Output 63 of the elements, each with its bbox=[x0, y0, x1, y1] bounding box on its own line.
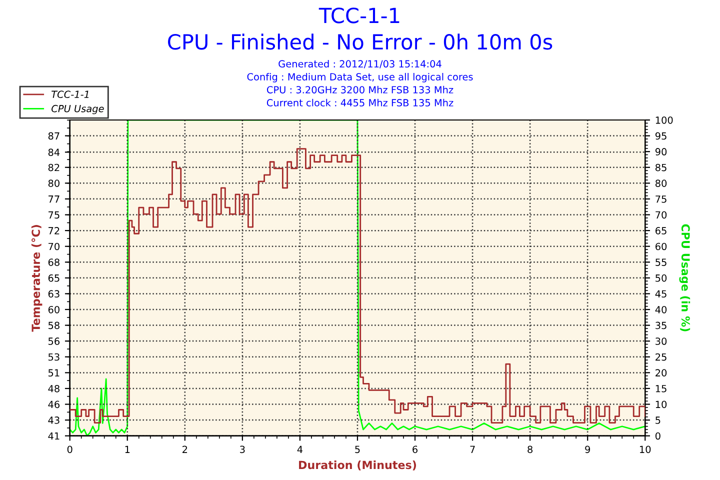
y2-tick-label: 90 bbox=[655, 148, 667, 156]
y-tick-label: 48 bbox=[48, 384, 60, 392]
y2-tick-label: 10 bbox=[656, 400, 667, 408]
y2-tick-label: 30 bbox=[656, 338, 667, 345]
x-tick-label: 4 bbox=[297, 446, 302, 453]
y2-tick-label: 85 bbox=[656, 164, 666, 172]
y-tick-label: 77 bbox=[48, 196, 60, 203]
legend-label: CPU Usage bbox=[52, 104, 104, 114]
text: Current clock : 4455 Mhz FSB 135 Mhz bbox=[266, 98, 454, 106]
y2-tick-label: 55 bbox=[656, 258, 666, 266]
y2-tick-label: 15 bbox=[656, 385, 666, 392]
x-tick-label: 5 bbox=[355, 446, 360, 454]
y-tick-label: 84 bbox=[48, 148, 60, 156]
y2-tick-label: 70 bbox=[656, 211, 667, 219]
legend-label: TCC-1-1 bbox=[52, 90, 89, 98]
x-tick-label: 3 bbox=[240, 446, 245, 454]
y-tick-label: 87 bbox=[48, 132, 60, 140]
y2-tick-label: 20 bbox=[656, 369, 667, 377]
x-tick-label: 10 bbox=[640, 446, 651, 454]
x-tick-label: 9 bbox=[585, 446, 590, 454]
x-tick-label: 2 bbox=[182, 446, 188, 453]
chart-subtitle: CPU - Finished - No Error - 0h 10m 0s bbox=[168, 34, 552, 50]
y-tick-label: 56 bbox=[48, 338, 60, 345]
y-tick-label: 70 bbox=[48, 242, 60, 250]
y-axis-title: Temperature (°C) bbox=[31, 225, 42, 332]
y-tick-label: 75 bbox=[48, 211, 60, 219]
y2-tick-label: 80 bbox=[656, 180, 667, 187]
x-tick-label: 7 bbox=[470, 446, 475, 453]
y2-tick-label: 65 bbox=[656, 227, 666, 234]
x-tick-label: 6 bbox=[412, 446, 418, 454]
x-tick-label: 0 bbox=[67, 446, 72, 454]
y2-tick-label: 35 bbox=[656, 322, 666, 330]
y-tick-label: 82 bbox=[48, 164, 60, 172]
y2-tick-label: 5 bbox=[656, 416, 660, 424]
y-tick-label: 65 bbox=[48, 274, 60, 282]
y2-tick-label: 100 bbox=[656, 116, 673, 124]
y-tick-label: 43 bbox=[48, 416, 60, 424]
text: CPU : 3.20GHz 3200 Mhz FSB 133 Mhz bbox=[266, 86, 454, 94]
x-tick-label: 8 bbox=[528, 446, 532, 454]
text: Config : Medium Data Set, use all logical cores bbox=[247, 72, 473, 82]
y-tick-label: 41 bbox=[48, 432, 60, 440]
y2-tick-label: 50 bbox=[656, 274, 667, 282]
y2-tick-label: 45 bbox=[655, 290, 666, 298]
y-tick-label: 60 bbox=[48, 306, 60, 314]
y2-tick-label: 25 bbox=[656, 353, 666, 361]
y-tick-label: 80 bbox=[48, 180, 60, 187]
y2-tick-label: 0 bbox=[655, 432, 660, 440]
y-tick-label: 58 bbox=[48, 322, 60, 330]
y-tick-label: 53 bbox=[48, 353, 60, 361]
chart-title: TCC-1-1 bbox=[318, 8, 400, 24]
y2-tick-label: 40 bbox=[655, 306, 667, 314]
text: Generated : 2012/11/03 15:14:04 bbox=[278, 60, 442, 68]
x-axis-title: Duration (Minutes) bbox=[299, 460, 416, 470]
y-tick-label: 72 bbox=[48, 227, 60, 234]
y-tick-label: 68 bbox=[48, 258, 60, 266]
y-tick-label: 46 bbox=[48, 400, 60, 408]
x-tick-label: 1 bbox=[125, 446, 130, 453]
y-tick-label: 51 bbox=[48, 369, 60, 377]
y-tick-label: 63 bbox=[48, 290, 60, 298]
y2-tick-label: 60 bbox=[656, 242, 667, 250]
y2-tick-label: 95 bbox=[655, 132, 666, 140]
y2-axis-title: CPU Usage (in %) bbox=[679, 224, 690, 332]
y2-tick-label: 75 bbox=[656, 196, 666, 203]
